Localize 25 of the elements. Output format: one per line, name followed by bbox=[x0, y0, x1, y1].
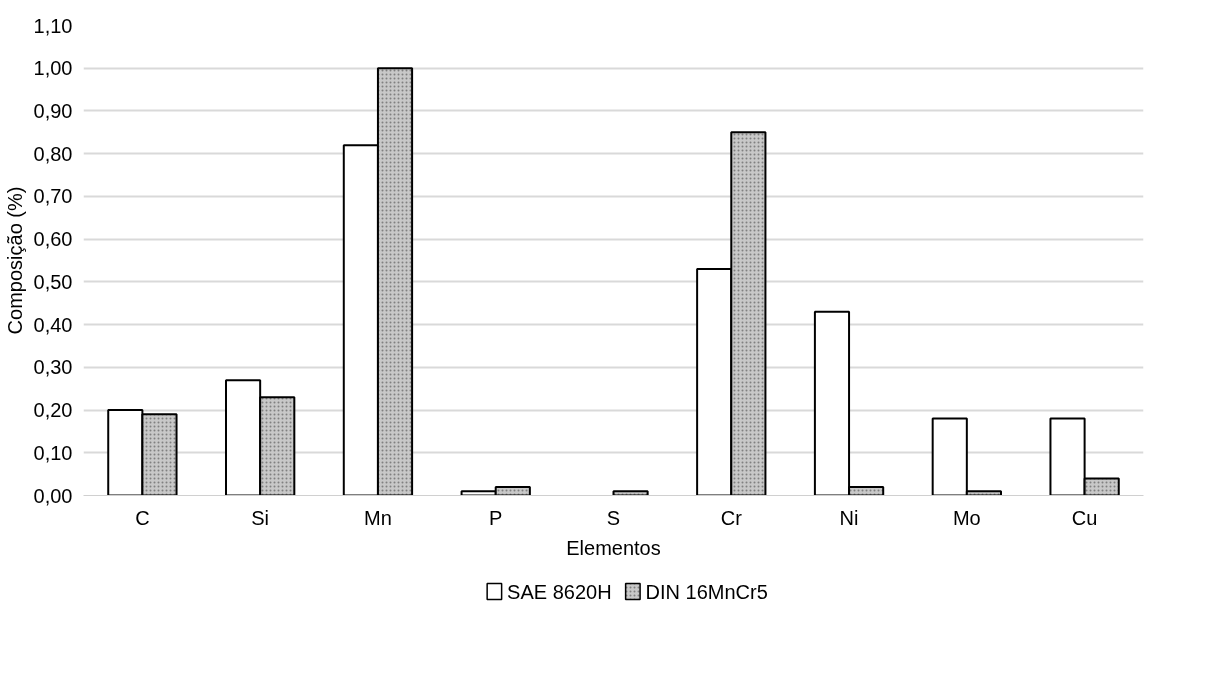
x-tick-label: Mo bbox=[952, 506, 981, 529]
y-tick-label: 0,50 bbox=[33, 270, 73, 293]
x-tick-label: P bbox=[489, 506, 503, 529]
y-tick-label: 0,60 bbox=[33, 228, 73, 251]
x-tick-label: Cr bbox=[720, 506, 743, 529]
y-tick-label: 0,80 bbox=[33, 142, 73, 165]
x-axis-title: Elementos bbox=[566, 536, 661, 559]
y-tick-label: 1,10 bbox=[33, 14, 73, 37]
x-tick-label: Mn bbox=[364, 506, 392, 529]
y-axis-title: Composição (%) bbox=[3, 186, 26, 335]
y-tick-label: 0,40 bbox=[33, 313, 73, 336]
y-tick-label: 0,70 bbox=[33, 185, 73, 208]
y-tick-label: 0,10 bbox=[33, 441, 73, 464]
legend-label: DIN 16MnCr5 bbox=[645, 580, 768, 603]
y-tick-label: 0,30 bbox=[33, 356, 73, 379]
x-tick-label: Si bbox=[251, 506, 270, 529]
y-tick-label: 0,90 bbox=[33, 99, 73, 122]
y-tick-label: 0,20 bbox=[33, 399, 73, 422]
legend-label: SAE 8620H bbox=[507, 580, 612, 603]
x-tick-label: Cu bbox=[1071, 506, 1098, 529]
x-tick-label: Ni bbox=[839, 506, 859, 529]
x-tick-label: C bbox=[135, 506, 150, 529]
x-tick-label: S bbox=[606, 506, 621, 529]
y-tick-label: 1,00 bbox=[33, 57, 73, 80]
y-tick-label: 0,00 bbox=[33, 484, 73, 507]
